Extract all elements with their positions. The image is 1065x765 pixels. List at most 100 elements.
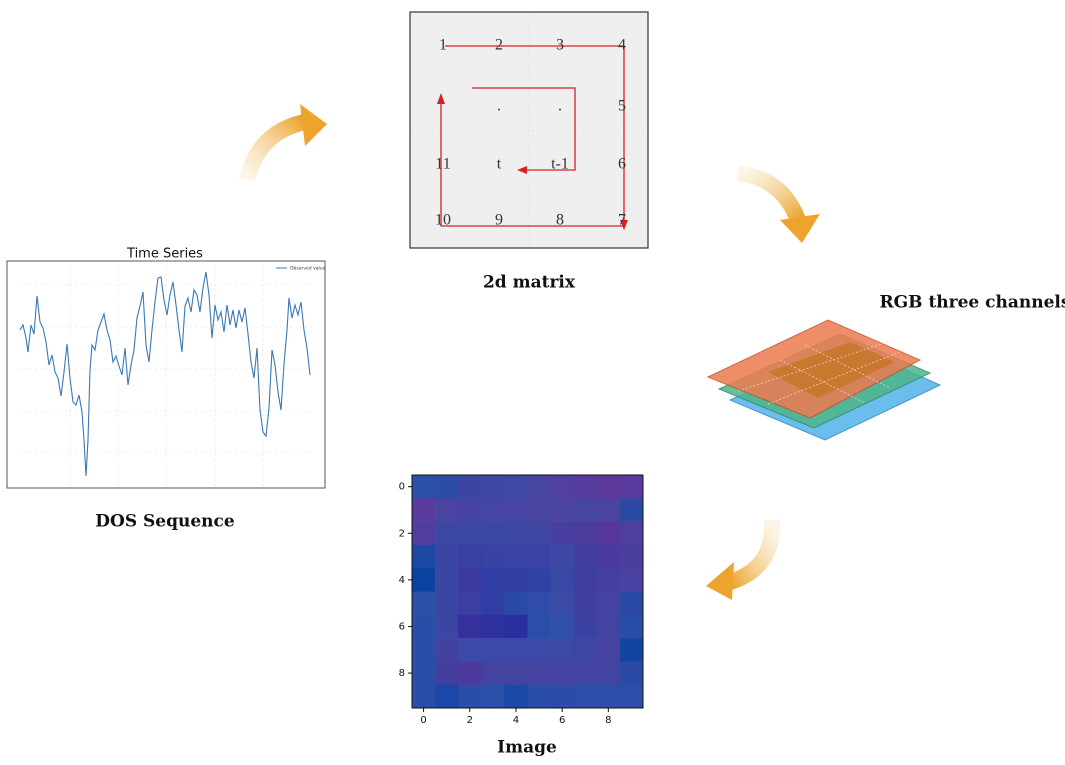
pixel [550, 521, 574, 546]
pixel [504, 521, 528, 546]
pixel [412, 475, 436, 499]
caption: 2d matrix [483, 273, 576, 293]
pixel [573, 661, 598, 685]
pixel [596, 568, 621, 592]
x-tick-label: 6 [559, 715, 565, 726]
arrow-1 [239, 104, 327, 183]
pixel [412, 568, 436, 592]
pixel [435, 475, 459, 499]
x-tick-label: 4 [513, 715, 519, 726]
time-series-chart: Time Series Observed value DOS Sequence [6, 247, 326, 532]
pixel [550, 638, 574, 662]
pixel [481, 544, 505, 569]
pixel [504, 614, 528, 639]
y-tick-label: 4 [399, 575, 405, 586]
pixel [596, 614, 621, 639]
pixel [619, 591, 644, 616]
pixel [550, 684, 574, 709]
pixel [481, 498, 505, 522]
image-frame [411, 474, 644, 709]
pixel [504, 475, 528, 499]
pixel [550, 568, 574, 592]
pixel [481, 614, 505, 639]
pixel [596, 684, 621, 709]
matrix-label: t [497, 156, 502, 173]
pixel [596, 591, 621, 616]
pixel [481, 661, 505, 685]
arrow-head [437, 93, 445, 104]
matrix-label: 6 [618, 156, 626, 173]
pixel [504, 661, 528, 685]
arrow-2 [736, 165, 820, 243]
pixel [527, 684, 551, 709]
matrix-label: 5 [618, 98, 626, 115]
pixel [550, 661, 574, 685]
pixel [527, 521, 551, 546]
pixel [527, 475, 551, 499]
pixel [619, 521, 644, 546]
pixel [458, 568, 482, 592]
pixel [573, 544, 598, 569]
pixel [550, 591, 574, 616]
pixel [504, 568, 528, 592]
matrix-label: 1 [439, 37, 447, 54]
pixel [412, 498, 436, 522]
pixel [596, 498, 621, 522]
matrix-label: 8 [556, 212, 564, 229]
y-tick-label: 0 [399, 482, 405, 493]
image-heatmap: 0 2 4 6 8 0 2 4 6 8 [399, 475, 644, 726]
pixel [458, 544, 482, 569]
matrix-label: 11 [435, 156, 450, 173]
pixel [573, 498, 598, 522]
x-tick-label: 2 [467, 715, 473, 726]
pixel [458, 638, 482, 662]
pixel [573, 568, 598, 592]
caption: DOS Sequence [95, 512, 235, 532]
pixel [504, 591, 528, 616]
pixel [527, 638, 551, 662]
pixel [435, 661, 459, 685]
pixel [619, 544, 644, 569]
pixel [481, 521, 505, 546]
pixel [504, 498, 528, 522]
matrix-label: 2 [495, 37, 503, 54]
pixel [504, 638, 528, 662]
pixel [458, 684, 482, 709]
pixel [412, 661, 436, 685]
matrix-label: 4 [618, 37, 626, 54]
caption: RGB three channels [880, 293, 1065, 313]
arrow-head [517, 166, 527, 174]
pixel [435, 544, 459, 569]
matrix-label: . [497, 98, 501, 115]
pixel [573, 591, 598, 616]
pixel [481, 591, 505, 616]
pixel [619, 475, 644, 499]
pixel [596, 475, 621, 499]
pixel [458, 521, 482, 546]
pixel [412, 638, 436, 662]
legend-label: Observed value [290, 266, 326, 272]
pixel [435, 521, 459, 546]
pixel [412, 591, 436, 616]
y-tick-label: 6 [399, 621, 405, 632]
pixel [435, 614, 459, 639]
overlap [768, 342, 895, 398]
pixel [619, 498, 644, 522]
pixel [458, 475, 482, 499]
matrix-label: 7 [618, 212, 626, 229]
matrix-label: . [558, 98, 562, 115]
pixel [458, 614, 482, 639]
matrix-label: 9 [495, 212, 503, 229]
pixel [412, 684, 436, 709]
grid [20, 264, 312, 486]
series-line [19, 271, 311, 477]
pixel [481, 684, 505, 709]
pixel [619, 684, 644, 709]
matrix-grid [412, 14, 646, 246]
pixel [550, 475, 574, 499]
pixel [458, 661, 482, 685]
pixel [573, 638, 598, 662]
pixel [458, 591, 482, 616]
pixel [550, 544, 574, 569]
